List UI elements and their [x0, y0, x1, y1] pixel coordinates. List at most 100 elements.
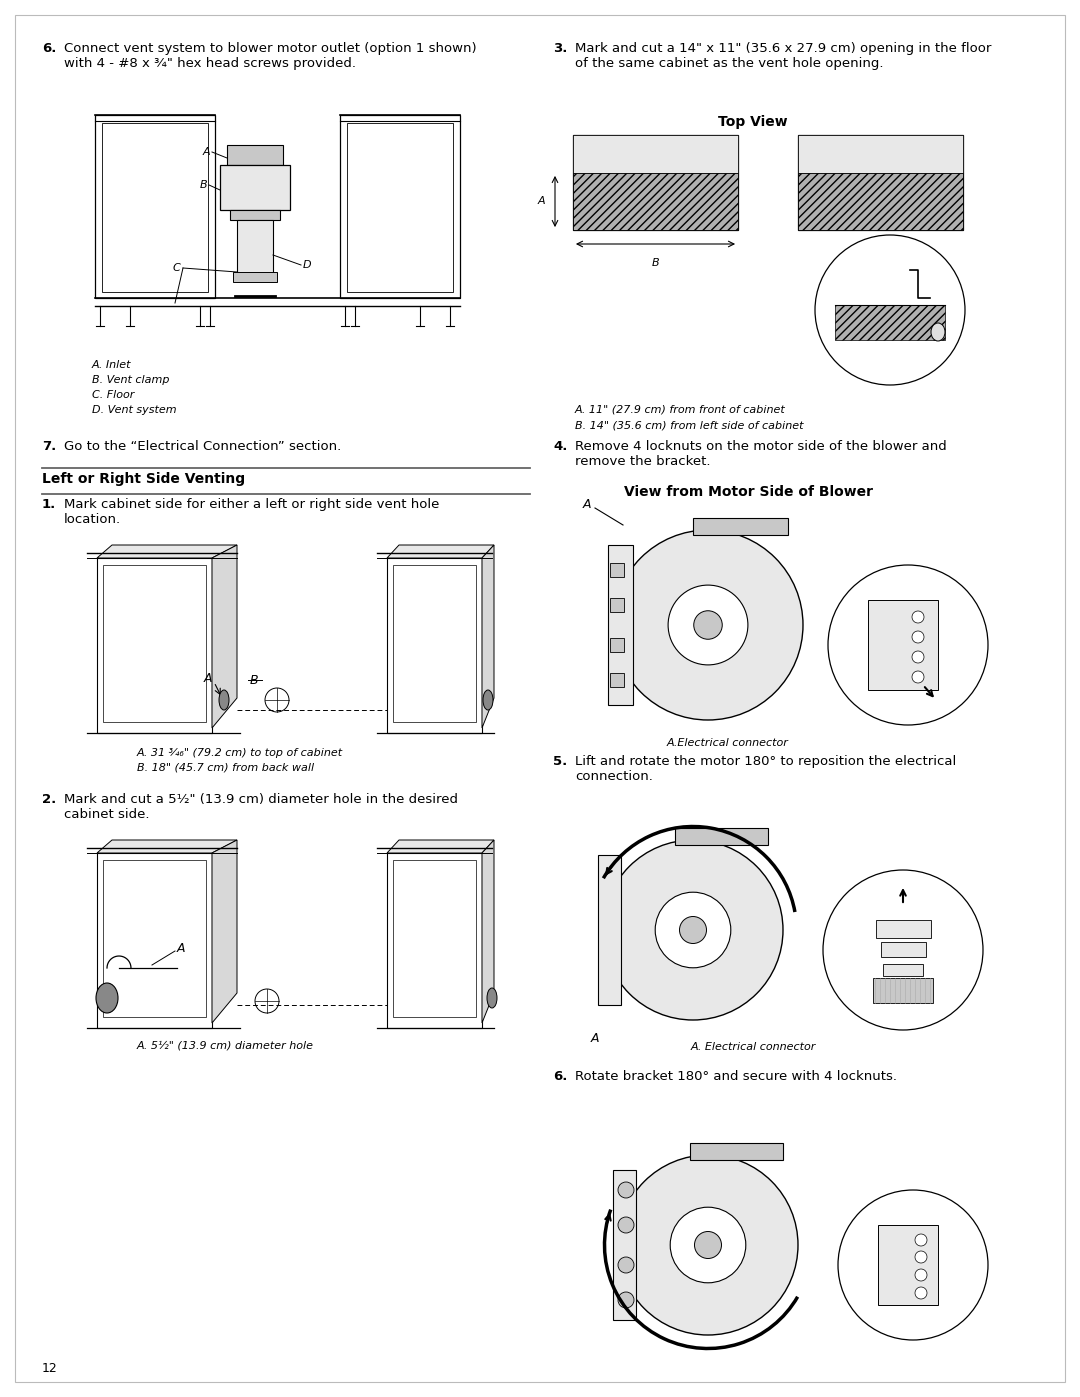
Circle shape — [618, 1292, 634, 1308]
Polygon shape — [97, 854, 212, 1028]
Text: A. 11" (27.9 cm) from front of cabinet: A. 11" (27.9 cm) from front of cabinet — [575, 405, 786, 415]
Circle shape — [912, 610, 924, 623]
Text: A: A — [538, 197, 545, 207]
Text: Left or Right Side Venting: Left or Right Side Venting — [42, 472, 245, 486]
Text: D: D — [303, 260, 312, 270]
Polygon shape — [798, 136, 963, 231]
Text: Connect vent system to blower motor outlet (option 1 shown)
with 4 - #8 x ¾" hex: Connect vent system to blower motor outl… — [64, 42, 476, 70]
Text: Mark and cut a 14" x 11" (35.6 x 27.9 cm) opening in the floor
of the same cabin: Mark and cut a 14" x 11" (35.6 x 27.9 cm… — [575, 42, 991, 70]
Text: A.Electrical connector: A.Electrical connector — [667, 738, 788, 747]
Polygon shape — [693, 518, 788, 535]
Text: View from Motor Side of Blower: View from Motor Side of Blower — [623, 485, 873, 499]
Ellipse shape — [487, 988, 497, 1009]
Polygon shape — [482, 840, 494, 1023]
Polygon shape — [610, 673, 624, 687]
Circle shape — [838, 1190, 988, 1340]
Polygon shape — [868, 599, 939, 690]
Polygon shape — [876, 921, 931, 937]
Polygon shape — [798, 173, 963, 231]
Polygon shape — [237, 219, 273, 279]
Text: Top View: Top View — [718, 115, 787, 129]
Text: 1.: 1. — [42, 497, 56, 511]
Circle shape — [618, 1257, 634, 1273]
Text: C. Floor: C. Floor — [92, 390, 134, 400]
Polygon shape — [610, 563, 624, 577]
Circle shape — [823, 870, 983, 1030]
Circle shape — [915, 1234, 927, 1246]
Polygon shape — [387, 854, 482, 1028]
Polygon shape — [573, 136, 738, 173]
Text: A: A — [204, 672, 213, 685]
Polygon shape — [230, 210, 280, 219]
Circle shape — [613, 529, 804, 719]
Circle shape — [656, 893, 731, 968]
Polygon shape — [212, 545, 237, 728]
Polygon shape — [675, 828, 768, 845]
Text: 2.: 2. — [42, 793, 56, 806]
Polygon shape — [798, 136, 963, 173]
Text: Remove 4 locknuts on the motor side of the blower and
remove the bracket.: Remove 4 locknuts on the motor side of t… — [575, 440, 947, 468]
Text: Lift and rotate the motor 180° to reposition the electrical
connection.: Lift and rotate the motor 180° to reposi… — [575, 754, 956, 782]
Polygon shape — [220, 165, 291, 210]
Text: A. 5½" (13.9 cm) diameter hole: A. 5½" (13.9 cm) diameter hole — [137, 1041, 314, 1051]
Text: D. Vent system: D. Vent system — [92, 405, 177, 415]
Polygon shape — [610, 638, 624, 652]
Text: A: A — [591, 1032, 599, 1045]
Polygon shape — [393, 564, 476, 722]
Text: A. Inlet: A. Inlet — [92, 360, 132, 370]
Circle shape — [618, 1217, 634, 1234]
Ellipse shape — [219, 690, 229, 710]
Text: 6.: 6. — [42, 42, 56, 54]
Circle shape — [618, 1182, 634, 1199]
Polygon shape — [212, 840, 237, 1023]
Text: B: B — [200, 180, 207, 190]
Circle shape — [618, 1155, 798, 1336]
Text: 4.: 4. — [553, 440, 567, 453]
Circle shape — [828, 564, 988, 725]
Polygon shape — [97, 840, 237, 854]
Text: Rotate bracket 180° and secure with 4 locknuts.: Rotate bracket 180° and secure with 4 lo… — [575, 1070, 897, 1083]
Polygon shape — [227, 145, 283, 165]
Circle shape — [915, 1287, 927, 1299]
Circle shape — [815, 235, 966, 386]
Polygon shape — [387, 557, 482, 733]
Text: A: A — [202, 147, 210, 156]
Text: B. Vent clamp: B. Vent clamp — [92, 374, 170, 386]
Ellipse shape — [96, 983, 118, 1013]
Polygon shape — [598, 855, 621, 1004]
Circle shape — [603, 840, 783, 1020]
Text: Mark and cut a 5½" (13.9 cm) diameter hole in the desired
cabinet side.: Mark and cut a 5½" (13.9 cm) diameter ho… — [64, 793, 458, 821]
Polygon shape — [97, 545, 237, 557]
Polygon shape — [573, 136, 738, 231]
Polygon shape — [873, 978, 933, 1003]
Polygon shape — [393, 861, 476, 1017]
Polygon shape — [608, 545, 633, 705]
Polygon shape — [387, 840, 494, 854]
Circle shape — [669, 585, 747, 665]
Polygon shape — [610, 598, 624, 612]
Text: 7.: 7. — [42, 440, 56, 453]
Circle shape — [915, 1250, 927, 1263]
Circle shape — [912, 631, 924, 643]
Ellipse shape — [483, 690, 492, 710]
Text: B: B — [651, 258, 659, 268]
Circle shape — [912, 651, 924, 664]
Polygon shape — [103, 564, 206, 722]
Text: B. 14" (35.6 cm) from left side of cabinet: B. 14" (35.6 cm) from left side of cabin… — [575, 420, 804, 430]
Circle shape — [671, 1207, 746, 1282]
Text: Mark cabinet side for either a left or right side vent hole
location.: Mark cabinet side for either a left or r… — [64, 497, 440, 527]
Text: A. Electrical connector: A. Electrical connector — [690, 1042, 815, 1052]
Circle shape — [915, 1268, 927, 1281]
Text: 5.: 5. — [553, 754, 567, 768]
Circle shape — [679, 916, 706, 943]
Circle shape — [693, 610, 723, 640]
Polygon shape — [881, 942, 926, 957]
Text: C: C — [172, 263, 180, 272]
Ellipse shape — [931, 323, 945, 341]
Text: B. 18" (45.7 cm) from back wall: B. 18" (45.7 cm) from back wall — [137, 763, 314, 773]
Polygon shape — [883, 964, 923, 977]
Polygon shape — [387, 545, 494, 557]
Text: A. 31 ¾₆" (79.2 cm) to top of cabinet: A. 31 ¾₆" (79.2 cm) to top of cabinet — [137, 747, 343, 759]
Polygon shape — [878, 1225, 939, 1305]
Polygon shape — [482, 545, 494, 728]
